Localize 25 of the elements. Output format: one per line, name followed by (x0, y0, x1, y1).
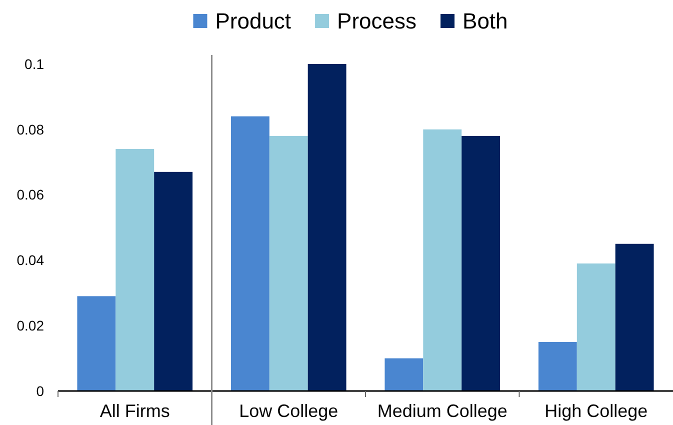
y-tick-label: 0.1 (24, 56, 44, 72)
x-tick-label: Low College (239, 401, 338, 421)
y-tick-label: 0.04 (16, 252, 44, 268)
y-tick-label: 0 (36, 382, 44, 399)
x-tick-label: Medium College (377, 401, 508, 421)
bar (116, 149, 154, 391)
y-tick-label: 0.02 (16, 318, 44, 334)
bar (576, 263, 616, 391)
bar (538, 342, 577, 391)
y-tick-label: 0.06 (16, 186, 44, 203)
legend-label: Both (462, 8, 508, 34)
bar (77, 296, 116, 391)
y-tick-label: 0.08 (16, 121, 44, 138)
x-tick-label: High College (544, 401, 648, 421)
x-tick-label: All Firms (100, 401, 170, 421)
bar (462, 136, 500, 391)
bar (269, 136, 308, 391)
bar (423, 129, 462, 391)
legend-label: Process (337, 8, 417, 34)
bar (154, 172, 193, 391)
bar (615, 244, 654, 391)
bar (384, 358, 424, 391)
bar (308, 64, 346, 391)
bar (230, 116, 270, 391)
legend-label: Product (215, 8, 292, 34)
